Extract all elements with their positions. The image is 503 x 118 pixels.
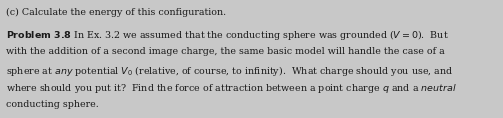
Text: conducting sphere.: conducting sphere.	[6, 100, 99, 109]
Text: (c) Calculate the energy of this configuration.: (c) Calculate the energy of this configu…	[6, 8, 226, 17]
Text: $\mathbf{Problem\ 3.8}$ In Ex. 3.2 we assumed that the conducting sphere was gro: $\mathbf{Problem\ 3.8}$ In Ex. 3.2 we as…	[6, 28, 449, 42]
Text: sphere at $\mathit{any}$ potential $V_0$ (relative, of course, to infinity).  Wh: sphere at $\mathit{any}$ potential $V_0$…	[6, 64, 453, 78]
Text: with the addition of a second image charge, the same basic model will handle the: with the addition of a second image char…	[6, 47, 445, 56]
Text: where should you put it?  Find the force of attraction between a point charge $q: where should you put it? Find the force …	[6, 82, 457, 95]
Text: $\mathbf{Problem\ 3.9}$ A uniform line charge $\lambda$ is placed on an infinite: $\mathbf{Problem\ 3.9}$ A uniform line c…	[6, 117, 463, 118]
